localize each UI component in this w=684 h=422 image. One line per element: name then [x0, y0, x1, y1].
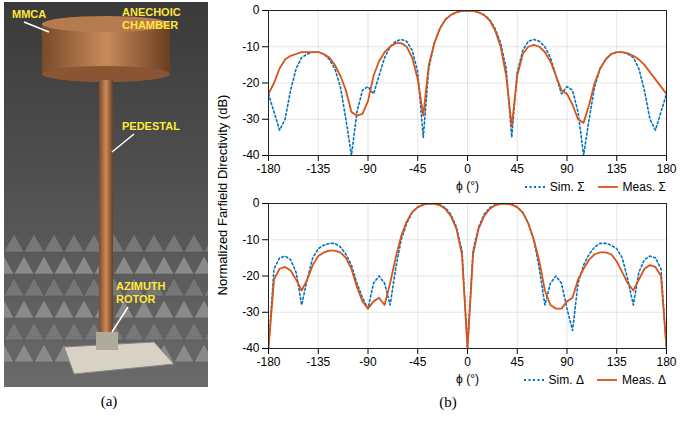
svg-text:180: 180	[656, 162, 676, 176]
svg-text:-180: -180	[256, 162, 280, 176]
svg-text:-135: -135	[306, 355, 330, 369]
svg-text:MMCA: MMCA	[12, 8, 46, 20]
svg-text:45: 45	[511, 355, 525, 369]
svg-text:Normalized Farfield Directivit: Normalized Farfield Directivity (dB)	[215, 95, 230, 296]
svg-text:-90: -90	[359, 355, 377, 369]
svg-text:-45: -45	[409, 162, 427, 176]
svg-text:0: 0	[253, 3, 260, 17]
svg-text:-40: -40	[242, 341, 260, 355]
svg-text:-30: -30	[242, 305, 260, 319]
svg-text:ϕ (°): ϕ (°)	[456, 179, 479, 193]
svg-text:-135: -135	[306, 162, 330, 176]
svg-text:-20: -20	[242, 269, 260, 283]
svg-text:-90: -90	[359, 162, 377, 176]
svg-text:-180: -180	[256, 355, 280, 369]
svg-text:0: 0	[253, 196, 260, 210]
svg-text:-10: -10	[242, 40, 260, 54]
svg-text:135: 135	[607, 355, 627, 369]
svg-text:AZIMUTHROTOR: AZIMUTHROTOR	[116, 280, 166, 305]
svg-text:ϕ (°): ϕ (°)	[456, 372, 479, 386]
html-text:Meas. Δ: Meas. Δ	[622, 373, 666, 387]
svg-text:-10: -10	[242, 233, 260, 247]
svg-text:PEDESTAL: PEDESTAL	[122, 120, 180, 132]
svg-text:0: 0	[464, 162, 471, 176]
svg-text:90: 90	[560, 355, 574, 369]
svg-text:180: 180	[656, 355, 676, 369]
html-text:(b): (b)	[439, 394, 457, 410]
html-text:(a): (a)	[100, 393, 118, 409]
svg-text:-30: -30	[242, 112, 260, 126]
svg-text:90: 90	[560, 162, 574, 176]
svg-text:ANECHOICCHAMBER: ANECHOICCHAMBER	[122, 6, 181, 31]
svg-text:-45: -45	[409, 355, 427, 369]
svg-text:0: 0	[464, 355, 471, 369]
html-text:Sim. Σ: Sim. Σ	[549, 180, 585, 194]
svg-text:-20: -20	[242, 76, 260, 90]
svg-text:-40: -40	[242, 148, 260, 162]
html-text:Meas. Σ: Meas. Σ	[622, 180, 666, 194]
svg-text:135: 135	[607, 162, 627, 176]
svg-text:45: 45	[511, 162, 525, 176]
html-text:Sim. Δ: Sim. Δ	[548, 373, 584, 387]
